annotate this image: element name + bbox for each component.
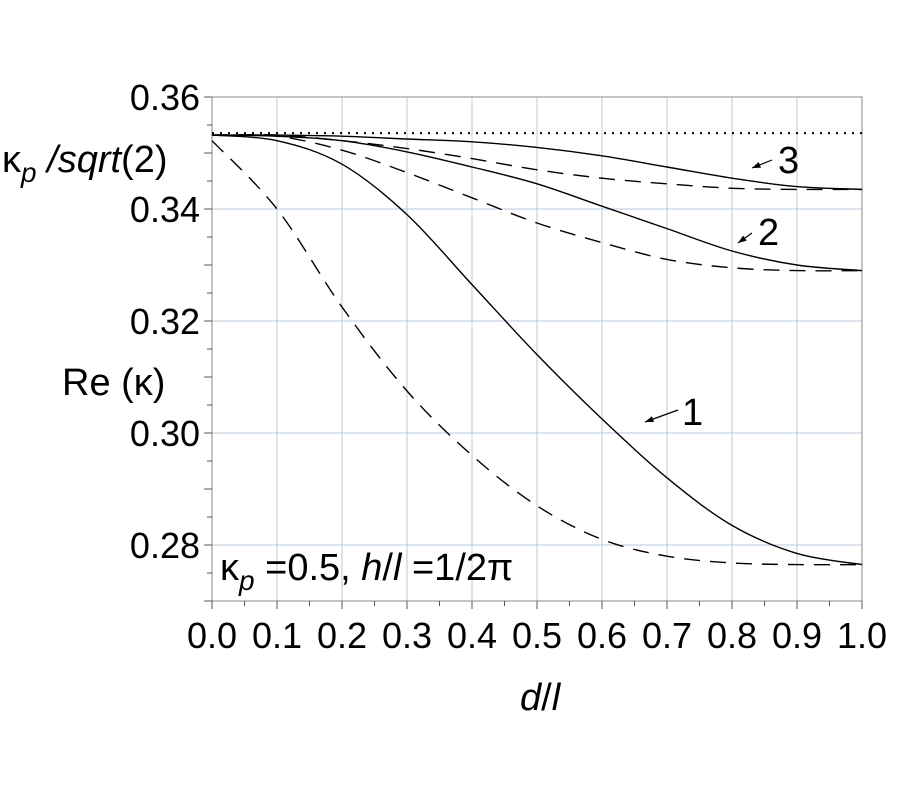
series-3-solid bbox=[211, 134, 863, 191]
grid bbox=[212, 97, 862, 601]
x-tick-label: 0.6 bbox=[577, 615, 627, 656]
curve-label-2: 2 bbox=[758, 212, 779, 254]
y-tick-label: 0.30 bbox=[130, 413, 200, 454]
minor-ticks bbox=[204, 96, 863, 609]
x-tick-label: 1.0 bbox=[837, 615, 887, 656]
curve-label-arrowhead bbox=[645, 416, 654, 423]
x-tick-label: 0.1 bbox=[252, 615, 302, 656]
reference-label: κp /sqrt(2) bbox=[2, 139, 168, 188]
x-tick-labels: 0.0 0.1 0.2 0.3 0.4 0.5 0.6 0.7 0.8 0.9 1.0 bbox=[187, 615, 887, 656]
ylabel-close: ) bbox=[153, 362, 166, 404]
x-tick-label: 0.8 bbox=[707, 615, 757, 656]
x-axis-label: d/l bbox=[520, 677, 562, 719]
x-tick-label: 0.9 bbox=[772, 615, 822, 656]
parameter-annotation: κp =0.5, h/l =1/2π bbox=[220, 547, 513, 596]
series-3-dashed bbox=[211, 133, 863, 191]
y-tick-label: 0.36 bbox=[130, 77, 200, 118]
y-tick-label: 0.32 bbox=[130, 301, 200, 342]
series-2-dashed bbox=[211, 134, 863, 272]
curve-label-3: 3 bbox=[778, 140, 799, 182]
series-1-dashed bbox=[211, 140, 863, 566]
x-tick-label: 0.2 bbox=[317, 615, 367, 656]
y-axis-label: Re (κ) bbox=[62, 362, 165, 404]
x-tick-label: 0.5 bbox=[512, 615, 562, 656]
curve-labels: 1 2 3 bbox=[644, 140, 799, 434]
ylabel-kappa: κ bbox=[134, 362, 154, 404]
series-1-solid bbox=[211, 134, 863, 566]
curve-label-1: 1 bbox=[682, 392, 703, 434]
x-tick-label: 0.3 bbox=[382, 615, 432, 656]
x-tick-label: 0.0 bbox=[187, 615, 237, 656]
y-tick-labels: 0.28 0.30 0.32 0.34 0.36 bbox=[130, 77, 200, 566]
x-tick-label: 0.7 bbox=[642, 615, 692, 656]
y-tick-label: 0.34 bbox=[130, 189, 200, 230]
series-group bbox=[211, 133, 863, 566]
curve-label-arrowhead bbox=[738, 235, 747, 243]
x-tick-label: 0.4 bbox=[447, 615, 497, 656]
curve-label-arrowhead bbox=[752, 161, 761, 168]
y-tick-label: 0.28 bbox=[130, 525, 200, 566]
ylabel-re: Re ( bbox=[62, 362, 134, 404]
